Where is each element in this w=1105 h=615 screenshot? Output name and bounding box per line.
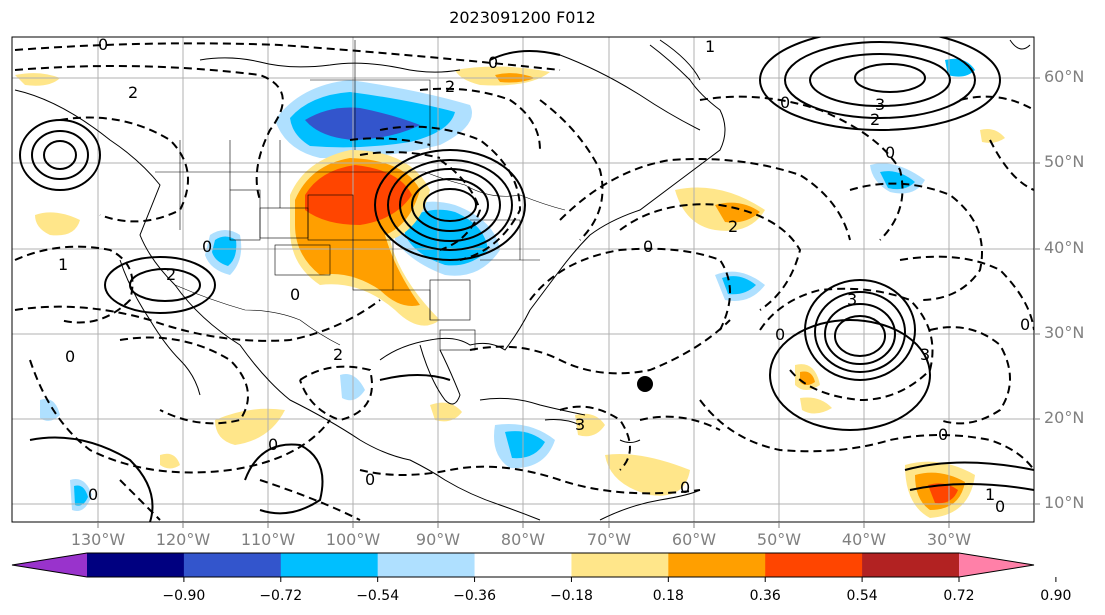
lon-label-120w: 120°W — [155, 530, 211, 549]
lat-label-20n: 20°N — [1044, 408, 1085, 427]
colorbar-segment — [183, 553, 282, 577]
colorbar-segment — [474, 553, 572, 577]
contour-labels: 0 2 0 2 1 0 3 2 0 0 2 1 0 2 0 0 3 0 3 0 … — [58, 35, 1030, 516]
svg-text:0: 0 — [643, 237, 653, 256]
colorbar-tick-label: −0.90 — [162, 588, 206, 604]
lon-label-60w: 60°W — [671, 530, 717, 549]
svg-text:0: 0 — [365, 470, 375, 489]
svg-text:1: 1 — [58, 255, 68, 274]
svg-text:0: 0 — [995, 497, 1005, 516]
svg-text:0: 0 — [885, 143, 895, 162]
colorbar-segment — [765, 553, 863, 577]
svg-text:2: 2 — [445, 77, 455, 96]
lon-label-80w: 80°W — [500, 530, 546, 549]
graticule — [12, 37, 1034, 522]
lon-label-40w: 40°W — [841, 530, 887, 549]
colorbar-tick-label: −0.54 — [356, 588, 400, 604]
lat-label-30n: 30°N — [1044, 323, 1085, 342]
lon-label-30w: 30°W — [926, 530, 972, 549]
svg-text:3: 3 — [575, 415, 585, 434]
colorbar-tick-label: 0.54 — [846, 588, 878, 604]
colorbar-segment — [571, 553, 669, 577]
svg-text:2: 2 — [128, 83, 138, 102]
svg-text:2: 2 — [728, 217, 738, 236]
lon-label-70w: 70°W — [586, 530, 632, 549]
lat-label-60n: 60°N — [1044, 67, 1085, 86]
lon-label-90w: 90°W — [415, 530, 461, 549]
svg-text:0: 0 — [88, 485, 98, 504]
svg-text:0: 0 — [202, 237, 212, 256]
svg-text:0: 0 — [775, 325, 785, 344]
political-borders — [155, 40, 566, 351]
colorbar-segment — [280, 553, 379, 577]
colorbar-extend-low — [12, 553, 87, 577]
colorbar-tick-label: 0.72 — [943, 588, 975, 604]
svg-text:2: 2 — [870, 110, 880, 129]
lon-label-110w: 110°W — [240, 530, 296, 549]
svg-text:1: 1 — [705, 37, 715, 56]
colorbar-extend-high — [959, 553, 1034, 577]
contours-positive — [19, 37, 1034, 522]
svg-text:0: 0 — [98, 35, 108, 54]
svg-text:2: 2 — [166, 265, 176, 284]
svg-text:0: 0 — [290, 285, 300, 304]
colorbar-segment — [87, 553, 185, 577]
coastlines — [14, 39, 1031, 521]
svg-text:1: 1 — [985, 485, 995, 504]
colorbar-tick-label: 0.36 — [749, 588, 781, 604]
lat-label-10n: 10°N — [1044, 493, 1085, 512]
colorbar-segment — [668, 553, 766, 577]
lat-label-50n: 50°N — [1044, 152, 1085, 171]
colorbar-tick-label: −0.36 — [453, 588, 496, 604]
svg-text:0: 0 — [65, 347, 75, 366]
colorbar-tick-label: 0.90 — [1040, 588, 1072, 604]
lon-label-130w: 130°W — [70, 530, 126, 549]
contours-negative — [14, 42, 1034, 521]
colorbar-tick-label: 0.18 — [652, 588, 684, 604]
map-title: 2023091200 F012 — [449, 8, 596, 27]
colorbar-segment — [862, 553, 960, 577]
storm-position-marker — [637, 376, 653, 392]
colorbar-outline — [11, 552, 1035, 578]
svg-text:0: 0 — [780, 93, 790, 112]
svg-text:0: 0 — [268, 435, 278, 454]
svg-text:3: 3 — [847, 290, 857, 309]
lon-label-100w: 100°W — [325, 530, 381, 549]
svg-text:3: 3 — [920, 345, 930, 364]
colorbar-segment — [377, 553, 476, 577]
svg-text:3: 3 — [875, 95, 885, 114]
colorbar — [11, 552, 1057, 582]
lat-ticks — [1034, 77, 1040, 505]
svg-text:2: 2 — [333, 345, 343, 364]
svg-text:0: 0 — [1020, 315, 1030, 334]
svg-text:0: 0 — [488, 53, 498, 72]
colorbar-tick-label: −0.18 — [549, 588, 593, 604]
lon-label-50w: 50°W — [756, 530, 802, 549]
svg-text:0: 0 — [680, 478, 690, 497]
lon-ticks — [97, 522, 950, 528]
lat-label-40n: 40°N — [1044, 238, 1085, 257]
svg-text:0: 0 — [938, 425, 948, 444]
colorbar-tick-label: −0.72 — [259, 588, 303, 604]
